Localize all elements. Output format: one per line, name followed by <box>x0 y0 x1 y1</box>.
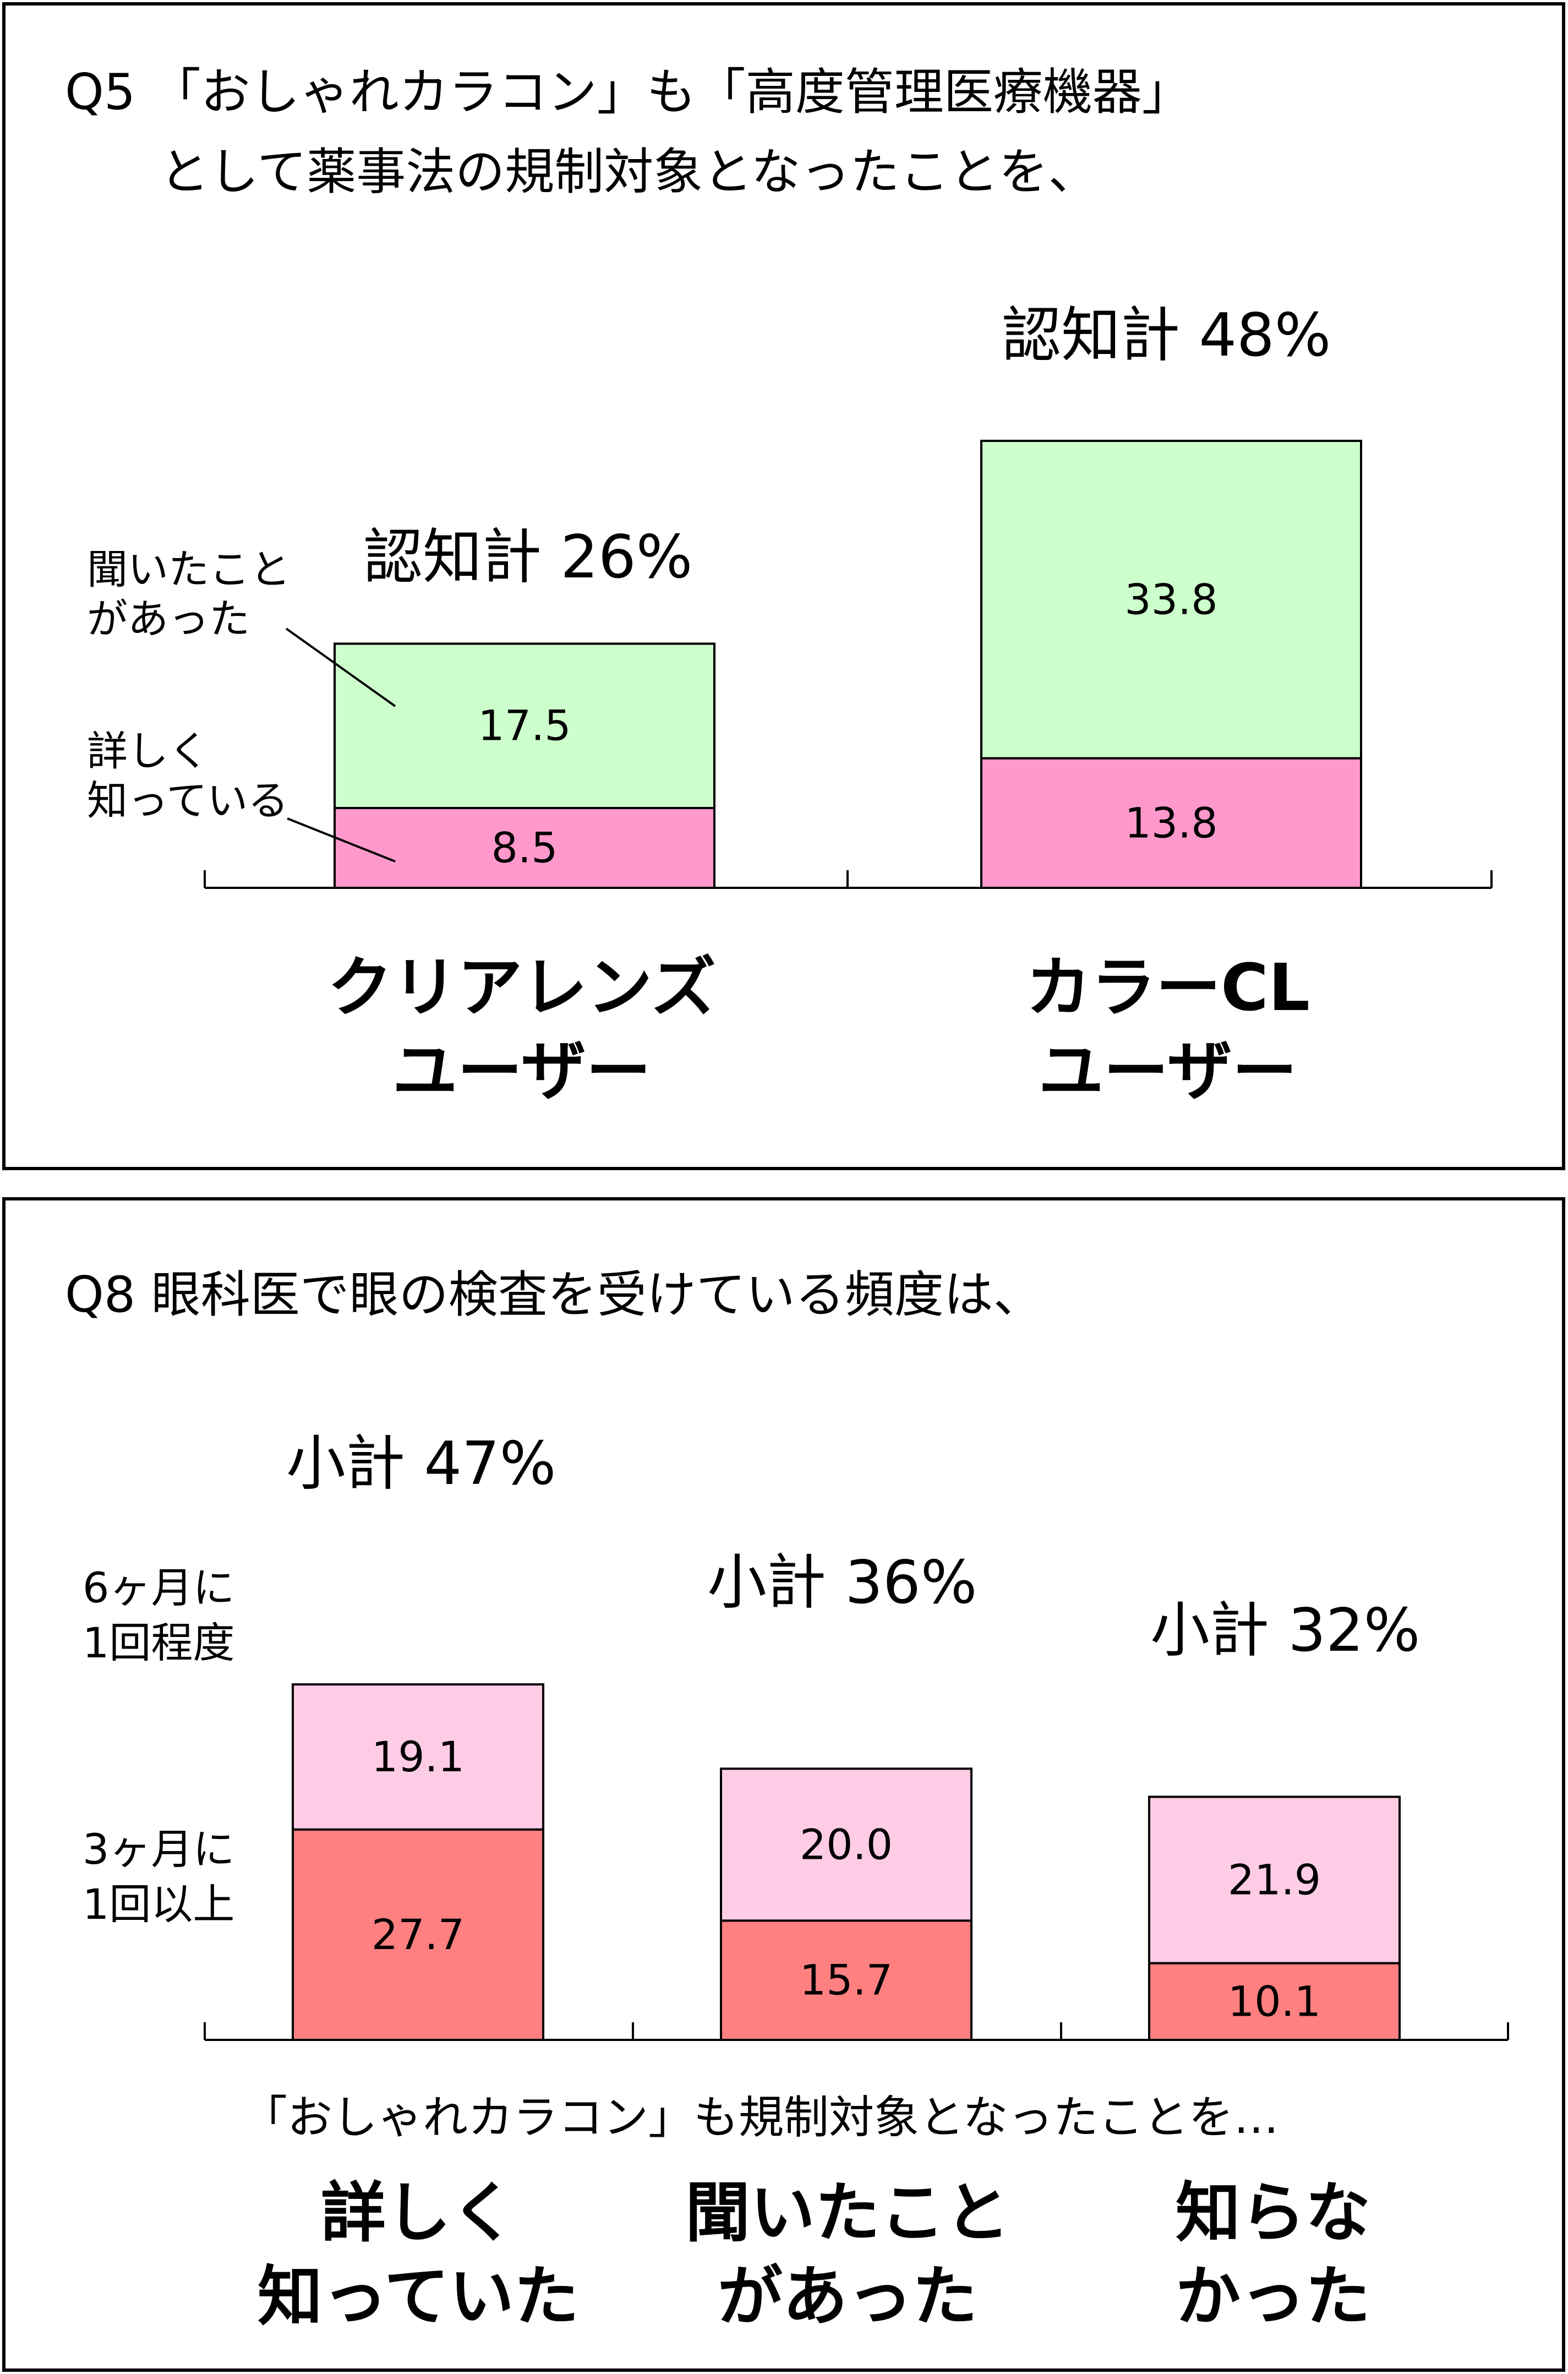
q8-data-label-top-1: 20.0 <box>800 1820 893 1869</box>
q8-total-label-2: 小計 32% <box>1150 1596 1421 1665</box>
q8-category-0-line2: 知っていた <box>257 2258 580 2334</box>
q8-bar-top-0 <box>292 1683 544 1831</box>
q5-leader-detailed <box>287 817 396 863</box>
q5-data-label-bottom-1: 13.8 <box>1124 798 1217 847</box>
q5-bar-top-1 <box>980 439 1362 760</box>
q8-category-1: 聞いたこと があった <box>600 2171 1095 2338</box>
q8-data-label-bottom-1: 15.7 <box>800 1956 893 2005</box>
q5-category-0-line2: ユーザー <box>392 1033 651 1109</box>
q8-category-1-line1: 聞いたこと <box>685 2175 1010 2251</box>
q5-legend-detailed-line1: 詳しく <box>87 728 209 775</box>
q8-bar-bottom-0 <box>292 1828 544 2041</box>
q8-legend-three-month: 3ヶ月に 1回以上 <box>83 1822 234 1932</box>
q5-chart: 8.5 17.5 13.8 33.8 <box>204 439 1493 889</box>
q8-bar-top-2 <box>1148 1795 1401 1964</box>
q5-data-label-top-0: 17.5 <box>478 701 571 750</box>
q8-category-2-line1: 知らな <box>1175 2175 1370 2251</box>
q5-category-0: クリアレンズ ユーザー <box>274 946 769 1113</box>
q8-bar-bottom-2 <box>1148 1962 1401 2042</box>
q5-bar-top-0 <box>334 642 715 809</box>
q5-leader-heard <box>285 627 396 707</box>
q8-category-2: 知らな かった <box>1025 2171 1521 2338</box>
q5-legend-heard: 聞いたこと があった <box>87 545 291 644</box>
q5-total-label-0: 認知計 26% <box>363 523 693 592</box>
q5-legend-heard-line1: 聞いたこと <box>87 546 291 593</box>
q8-bar-bottom-1 <box>720 1919 973 2042</box>
q8-category-2-line2: かった <box>1175 2258 1370 2334</box>
q8-legend-six-month: 6ヶ月に 1回程度 <box>83 1560 234 1671</box>
q5-title-line1: Q5 「おしゃれカラコン」も「高度管理医療機器」 <box>65 63 1192 121</box>
q8-legend-three-month-line1: 3ヶ月に <box>83 1825 235 1874</box>
q8-legend-three-month-line2: 1回以上 <box>83 1880 235 1929</box>
q8-category-0-line1: 詳しく <box>320 2175 516 2251</box>
q8-title: Q8 眼科医で眼の検査を受けている頻度は、 <box>65 1266 1043 1324</box>
q8-bar-top-1 <box>720 1767 973 1922</box>
q5-title-line2: として薬事法の規制対象となったことを、 <box>160 143 1098 201</box>
q8-legend-six-month-line2: 1回程度 <box>83 1618 235 1667</box>
q8-category-1-line2: があった <box>717 2258 977 2334</box>
q8-axis-note: 「おしゃれカラコン」も規制対象となったことを… <box>242 2092 1279 2144</box>
q8-category-0: 詳しく 知っていた <box>171 2171 666 2338</box>
q8-data-label-bottom-2: 10.1 <box>1228 1977 1321 2026</box>
q5-legend-detailed: 詳しく 知っている <box>87 727 288 826</box>
q5-legend-heard-line2: があった <box>87 596 250 643</box>
q5-total-label-1: 認知計 48% <box>1002 301 1331 370</box>
q5-category-1-line2: ユーザー <box>1039 1033 1297 1109</box>
q8-legend-six-month-line1: 6ヶ月に <box>83 1563 235 1612</box>
q5-legend-detailed-line2: 知っている <box>87 777 289 825</box>
q8-data-label-top-2: 21.9 <box>1228 1855 1321 1904</box>
q8-data-label-top-0: 19.1 <box>371 1732 465 1781</box>
q8-data-label-bottom-0: 27.7 <box>371 1910 465 1959</box>
q5-category-0-line1: クリアレンズ <box>327 949 716 1025</box>
q5-category-1-line1: カラーCL <box>1026 949 1310 1025</box>
q8-total-label-0: 小計 47% <box>286 1429 556 1498</box>
q5-data-label-top-1: 33.8 <box>1124 575 1217 624</box>
q5-category-1: カラーCL ユーザー <box>920 946 1416 1113</box>
q8-total-label-1: 小計 36% <box>707 1548 977 1617</box>
q5-bar-bottom-1 <box>980 757 1362 889</box>
q5-bar-bottom-0 <box>334 806 715 889</box>
q5-data-label-bottom-0: 8.5 <box>491 823 558 872</box>
